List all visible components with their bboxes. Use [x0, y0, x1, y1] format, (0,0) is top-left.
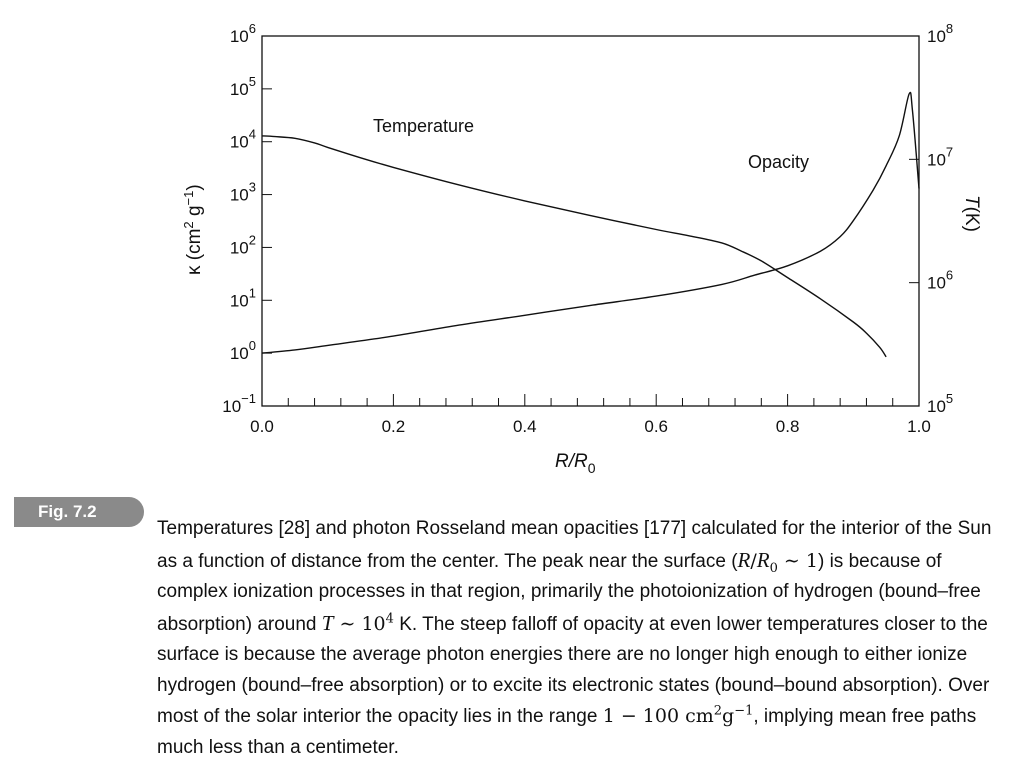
axis-ticks — [261, 35, 920, 407]
x-tick-label: 1.0 — [907, 417, 931, 436]
y-left-tick-label: 100 — [230, 338, 256, 363]
y-right-tick-label: 105 — [927, 391, 953, 416]
y-right-tick-label: 108 — [927, 21, 953, 46]
right-tick-labels: 108 107 106 105 — [927, 21, 953, 416]
y-axis-label-right: T(K) — [961, 195, 982, 232]
x-tick-label: 0.0 — [250, 417, 274, 436]
y-left-tick-label: 103 — [230, 180, 256, 205]
y-right-tick-label: 106 — [927, 268, 953, 293]
x-axis-label: R/R0 — [555, 451, 596, 476]
left-tick-labels: 106 105 104 103 102 101 100 10−1 — [222, 21, 256, 416]
opacity-annotation: Opacity — [748, 152, 809, 172]
y-left-tick-label: 104 — [230, 127, 256, 152]
series-lines — [261, 91, 920, 358]
temperature-line — [261, 135, 887, 358]
y-right-tick-label: 107 — [927, 144, 953, 169]
chart: 0.0 0.2 0.4 0.6 0.8 1.0 106 105 104 103 102 101 100… — [181, 21, 982, 476]
plot-frame — [261, 35, 920, 407]
x-tick-label: 0.6 — [644, 417, 668, 436]
y-left-tick-label: 102 — [230, 232, 256, 257]
plot-area-border — [261, 35, 920, 407]
figure-caption: Temperatures [28] and photon Rosseland m… — [157, 518, 992, 758]
x-tick-label: 0.2 — [382, 417, 406, 436]
opacity-line — [261, 91, 920, 354]
figure-number: Fig. 7.2 — [14, 497, 144, 527]
y-left-tick-label: 106 — [230, 21, 256, 46]
y-left-tick-label: 10−1 — [222, 391, 256, 416]
y-left-tick-label: 105 — [230, 74, 256, 99]
x-tick-label: 0.4 — [513, 417, 537, 436]
temperature-annotation: Temperature — [373, 116, 474, 136]
y-axis-label-left: κ (cm2 g−1) — [181, 184, 205, 275]
x-tick-labels: 0.0 0.2 0.4 0.6 0.8 1.0 — [250, 417, 931, 436]
y-left-tick-label: 101 — [230, 285, 256, 310]
x-tick-label: 0.8 — [776, 417, 800, 436]
